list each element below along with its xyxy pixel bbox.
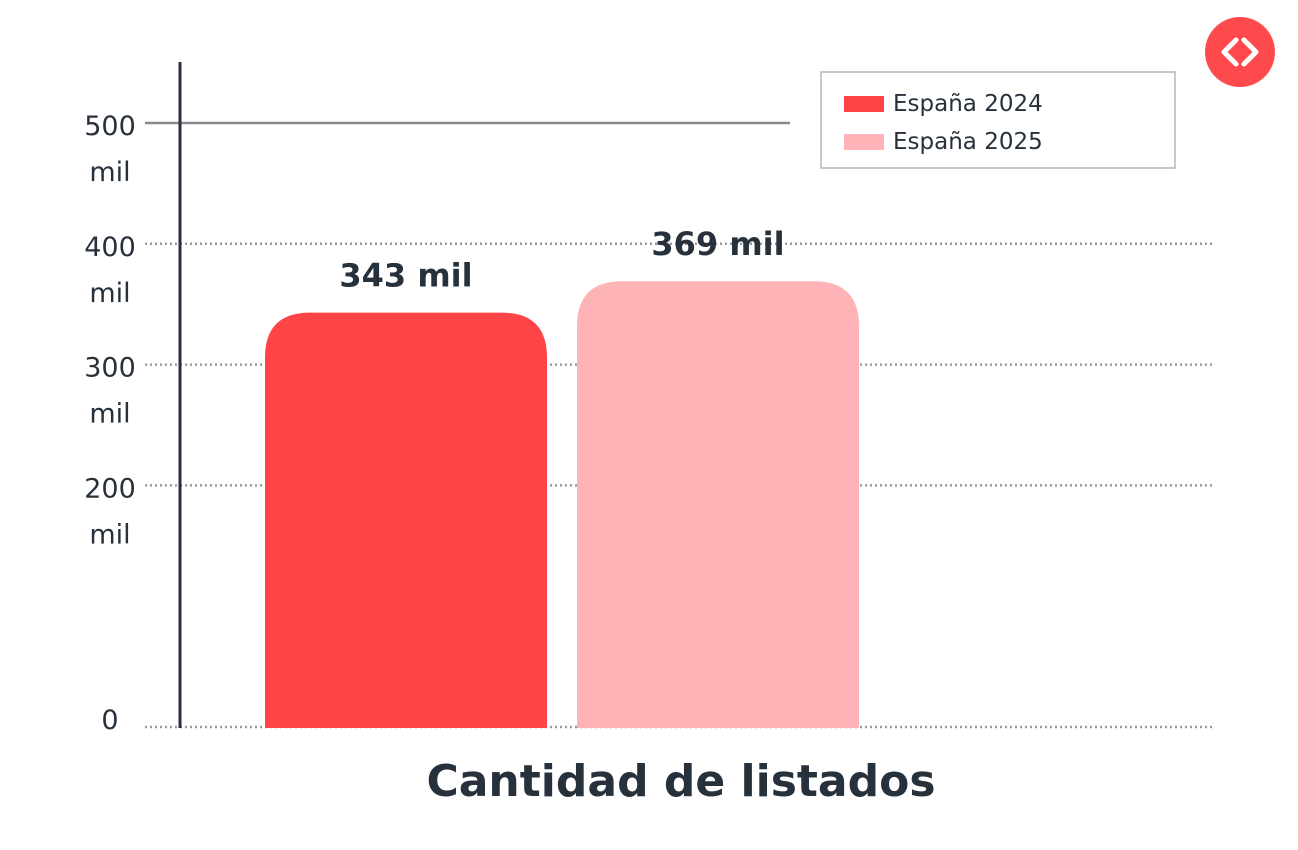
logo bbox=[1205, 17, 1275, 87]
bars bbox=[265, 281, 859, 728]
y-tick-label: 300 mil bbox=[84, 353, 136, 430]
bar-2024 bbox=[265, 313, 547, 728]
logo-circle bbox=[1205, 17, 1275, 87]
y-tick-label: 400 mil bbox=[84, 232, 136, 309]
bar-2025 bbox=[577, 281, 859, 728]
legend-swatch-2025 bbox=[844, 134, 884, 150]
legend-swatch-2024 bbox=[844, 96, 884, 112]
y-tick-label: 0 bbox=[101, 705, 118, 736]
y-tick-labels: 0 200 mil 300 mil 400 mil 500 mil bbox=[84, 111, 136, 736]
y-tick-label: 200 mil bbox=[84, 473, 136, 550]
data-label: 343 mil bbox=[339, 257, 472, 295]
legend: España 2024 España 2025 bbox=[821, 72, 1175, 168]
data-label: 369 mil bbox=[651, 225, 784, 263]
x-axis-label: Cantidad de listados bbox=[426, 756, 935, 807]
y-tick-label: 500 mil bbox=[84, 111, 136, 188]
legend-label-2025: España 2025 bbox=[893, 129, 1043, 155]
legend-label-2024: España 2024 bbox=[893, 91, 1043, 117]
